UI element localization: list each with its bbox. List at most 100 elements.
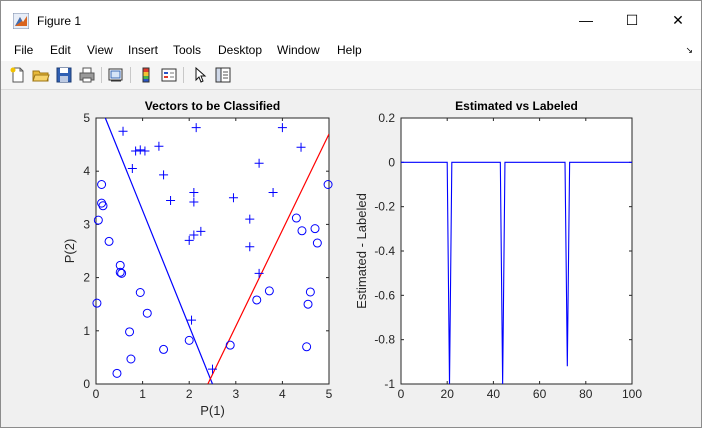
- chart1-x-tick-label: 1: [139, 387, 146, 401]
- chart1-plus-marker: [189, 197, 199, 207]
- chart1-circle-marker: [97, 198, 107, 208]
- chart1-title: Vectors to be Classified: [145, 99, 280, 113]
- chart1-plus-marker: [166, 195, 176, 205]
- colorbar-icon[interactable]: [137, 66, 155, 84]
- menu-tools[interactable]: Tools: [173, 43, 202, 57]
- chart2-error-series-line: [401, 161, 632, 384]
- figure-toolbar: [1, 61, 701, 90]
- minimize-button[interactable]: —: [563, 1, 609, 39]
- maximize-button[interactable]: ☐: [609, 1, 655, 39]
- chart2-y-axis-label: Estimated - Labeled: [354, 193, 369, 309]
- chart1-x-axis-label: P(1): [200, 403, 225, 418]
- menu-help[interactable]: Help: [337, 43, 362, 57]
- menu-insert[interactable]: Insert: [128, 43, 159, 57]
- chart1-circle-marker: [115, 267, 125, 277]
- chart1-circle-marker: [126, 354, 136, 364]
- chart1-x-tick-label: 4: [279, 387, 286, 401]
- window-title: Figure 1: [37, 14, 82, 28]
- toolbar-separator: [130, 67, 131, 83]
- chart1-plus-marker: [118, 126, 128, 136]
- chart1-plus-marker: [268, 187, 278, 197]
- chart1-circle-marker: [97, 180, 107, 189]
- chart1-circle-marker: [310, 224, 320, 234]
- save-icon[interactable]: [55, 66, 73, 84]
- chart1-plus-marker: [127, 164, 137, 174]
- link-plot-icon[interactable]: [107, 66, 125, 84]
- chart1-y-tick-label: 0: [83, 377, 90, 391]
- chart1-circle-marker: [312, 238, 322, 248]
- chart1-circle-marker: [92, 298, 102, 308]
- chart1-y-axis-label: P(2): [62, 239, 77, 264]
- chart1-x-tick-label: 3: [232, 387, 239, 401]
- chart1-plus-marker: [184, 235, 194, 245]
- chart1-circle-marker: [252, 295, 262, 305]
- minimize-icon: —: [579, 12, 593, 28]
- chart1-circle-marker: [125, 327, 135, 337]
- menu-bar: File Edit View Insert Tools Desktop Wind…: [1, 39, 701, 61]
- chart1-plus-marker: [228, 193, 238, 203]
- chart1-circle-marker: [142, 308, 152, 318]
- close-icon: ✕: [672, 11, 684, 28]
- chart2-x-tick-label: 100: [622, 387, 642, 401]
- chart1-plus-marker: [135, 145, 145, 155]
- dock-figure-icon[interactable]: ↘: [685, 45, 693, 55]
- chart1-y-tick-label: 3: [83, 217, 90, 231]
- chart1-circle-marker: [297, 226, 307, 236]
- chart2-x-tick-label: 0: [398, 387, 405, 401]
- print-icon[interactable]: [78, 66, 96, 84]
- chart1-plus-marker: [254, 158, 264, 168]
- chart1-circle-marker: [117, 268, 127, 278]
- chart1-x-tick-label: 2: [186, 387, 193, 401]
- chart1-y-tick-label: 1: [83, 324, 90, 338]
- menu-view[interactable]: View: [87, 43, 113, 57]
- chart2-y-tick-label: -0.4: [374, 244, 395, 258]
- legend-icon[interactable]: [160, 66, 178, 84]
- plots-svg: 0 1 2 3 4 5 0 1 2 3 4 5 Vectors to be Classified P(1)…: [62, 99, 642, 418]
- chart1-plus-marker: [159, 170, 169, 180]
- chart1-x-tick-label: 5: [326, 387, 333, 401]
- chart1-circle-marker: [264, 286, 274, 296]
- chart1-y-tick-label: 4: [83, 164, 90, 178]
- chart1-plus-marker: [140, 146, 150, 156]
- chart1-circle-marker: [305, 287, 315, 297]
- chart1-plus-marker: [189, 230, 199, 240]
- chart1-plus-marker: [131, 146, 141, 156]
- chart1-plus-marker: [245, 242, 255, 252]
- chart2-y-tick-label: 0: [388, 155, 395, 169]
- open-file-icon[interactable]: [32, 66, 50, 84]
- close-button[interactable]: ✕: [655, 1, 701, 39]
- chart1-circle-marker: [184, 335, 194, 345]
- chart2-y-tick-label: -0.8: [374, 333, 395, 347]
- chart1-y-tick-label: 2: [83, 271, 90, 285]
- chart1-y-tick-label: 5: [83, 111, 90, 125]
- chart1-plus-marker: [208, 364, 217, 374]
- menu-edit[interactable]: Edit: [50, 43, 71, 57]
- chart1-plus-marker: [187, 315, 197, 325]
- chart2-y-tick-label: 0.2: [378, 111, 395, 125]
- chart1-plus-marker: [277, 123, 287, 133]
- chart2-y-tick-label: -1: [384, 377, 395, 391]
- maximize-icon: ☐: [625, 11, 639, 28]
- chart1-circle-marker: [104, 236, 114, 246]
- figure-canvas: 0 1 2 3 4 5 0 1 2 3 4 5 Vectors to be Classified P(1)…: [9, 90, 693, 424]
- chart2-x-tick-label: 20: [441, 387, 455, 401]
- menu-file[interactable]: File: [14, 43, 34, 57]
- chart1-plus-marker: [196, 226, 206, 236]
- chart1-plus-marker: [189, 187, 199, 197]
- property-inspector-icon[interactable]: [214, 66, 232, 84]
- chart1-decision-line: [207, 133, 329, 384]
- chart1-plus-marker: [296, 142, 306, 152]
- title-bar[interactable]: Figure 1 — ☐ ✕: [1, 1, 701, 39]
- chart1-circle-marker: [323, 180, 333, 189]
- chart2-x-tick-label: 40: [487, 387, 501, 401]
- chart2-axes-box: [400, 117, 633, 385]
- chart1-circle-marker: [302, 342, 312, 352]
- menu-window[interactable]: Window: [277, 43, 320, 57]
- edit-plot-pointer-icon[interactable]: [191, 66, 209, 84]
- chart1-plus-marker: [154, 141, 164, 151]
- new-figure-icon[interactable]: [9, 66, 27, 84]
- menu-desktop[interactable]: Desktop: [218, 43, 263, 57]
- chart2-x-tick-label: 60: [533, 387, 547, 401]
- chart1-circle-marker: [291, 213, 301, 223]
